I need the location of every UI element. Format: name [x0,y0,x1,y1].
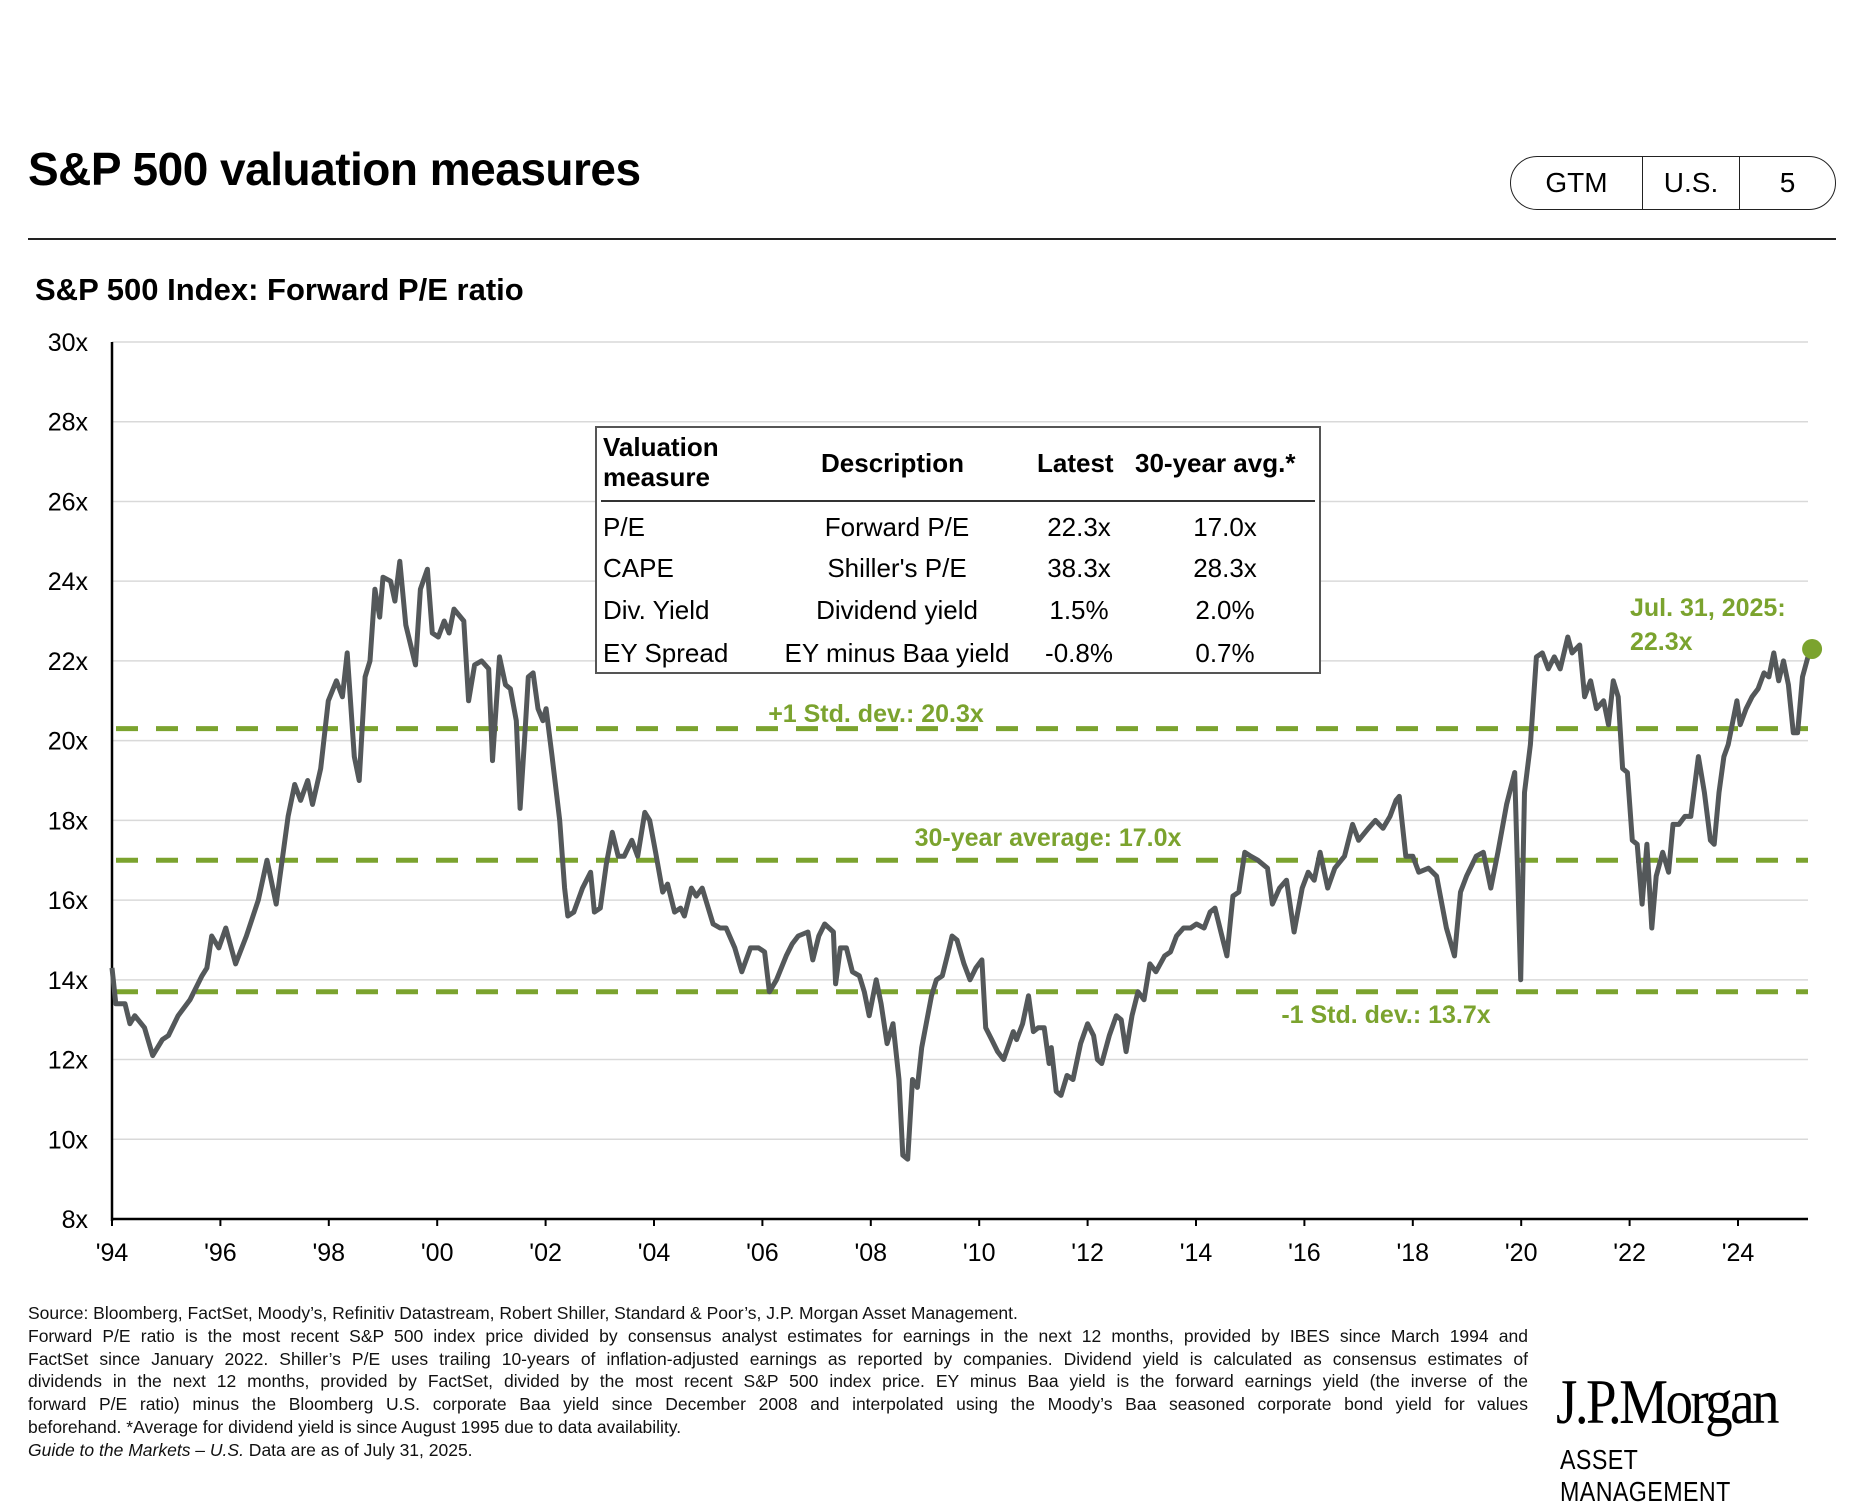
y-tick-label: 20x [48,728,89,756]
y-tick-label: 14x [48,967,89,995]
asset-management-logo-text: ASSET MANAGEMENT [1560,1444,1731,1507]
footnote-line: forward P/E ratio) minus the Bloomberg U… [28,1394,1528,1415]
header-measure: Valuation measure [603,432,719,492]
header-30yr-avg: 30-year avg.* [1135,448,1296,478]
source-note: Source: Bloomberg, FactSet, Moody’s, Ref… [28,1303,1018,1323]
x-tick-label: '10 [963,1239,996,1267]
as-of-note: Guide to the Markets – U.S. Data are as … [28,1439,1528,1462]
chart-title: S&P 500 Index: Forward P/E ratio [35,272,524,307]
table-cell-latest: 38.3x [1047,553,1111,583]
header-measure-line2: measure [603,462,710,492]
x-tick-label: '94 [96,1239,129,1267]
header-description: Description [821,448,965,478]
header-divider [28,238,1836,240]
x-tick-label: '04 [638,1239,671,1267]
x-tick-label: '14 [1180,1239,1213,1267]
x-tick-label: '98 [313,1239,346,1267]
table-cell-description: Shiller's P/E [827,553,967,583]
x-tick-label: '12 [1071,1239,1104,1267]
latest-label-value: 22.3x [1630,628,1693,656]
guide-title: Guide to the Markets – U.S. [28,1439,244,1460]
valuation-table: Valuation measure Description Latest 30-… [595,426,1321,674]
x-tick-label: '18 [1397,1239,1430,1267]
reference-line-label: +1 Std. dev.: 20.3x [768,700,984,728]
footnote-line: FactSet since January 2022. Shiller’s P/… [28,1348,1528,1369]
x-tick-label: '06 [746,1239,779,1267]
x-tick-label: '24 [1722,1239,1755,1267]
badge-page-number: 5 [1739,157,1835,209]
gtm-badge: GTM U.S. 5 [1510,156,1836,210]
footnote-line: dividends in the next 12 months, provide… [28,1371,1528,1392]
table-cell-measure: CAPE [603,553,674,583]
table-cell-avg: 28.3x [1193,553,1257,583]
table-cell-avg: 17.0x [1193,512,1257,542]
y-tick-label: 12x [48,1047,89,1075]
x-tick-label: '16 [1288,1239,1321,1267]
x-tick-label: '00 [421,1239,454,1267]
as-of-date: Data are as of July 31, 2025. [243,1439,473,1460]
table-cell-avg: 0.7% [1195,638,1255,668]
badge-gtm: GTM [1545,167,1608,198]
header-measure-line1: Valuation [603,432,719,462]
table-cell-latest: 22.3x [1047,512,1111,542]
y-tick-label: 24x [48,568,89,596]
reference-line-label: 30-year average: 17.0x [915,824,1182,852]
pe-ratio-line [109,558,1813,1162]
badge-region: U.S. [1642,157,1739,209]
y-tick-label: 18x [48,807,89,835]
table-cell-description: Forward P/E [824,512,970,542]
table-cell-description: EY minus Baa yield [784,638,1010,668]
footnote-line: Forward P/E ratio is the most recent S&P… [28,1325,1528,1346]
page-title: S&P 500 valuation measures [28,143,641,195]
pe-ratio-chart: 30x 28x 26x 24x 22x 20x 18x 16x 14x 12x 10x 8x'94 '9… [48,329,1823,1267]
header-latest: Latest [1037,448,1114,478]
y-tick-label: 10x [48,1126,89,1154]
x-tick-label: '08 [855,1239,888,1267]
y-tick-label: 30x [48,329,89,357]
y-tick-label: 22x [48,648,89,676]
y-tick-label: 26x [48,488,89,516]
table-cell-latest: -0.8% [1045,638,1113,668]
x-tick-label: '20 [1505,1239,1538,1267]
table-cell-measure: EY Spread [603,638,729,668]
latest-point-marker [1802,638,1823,659]
table-cell-latest: 1.5% [1049,595,1109,625]
table-cell-avg: 2.0% [1195,595,1255,625]
table-cell-measure: P/E [603,512,645,542]
y-tick-label: 16x [48,887,89,915]
y-tick-label: 28x [48,409,89,437]
x-tick-label: '22 [1613,1239,1646,1267]
footnotes: Source: Bloomberg, FactSet, Moody’s, Ref… [28,1302,1528,1462]
table-header-rule [601,500,1315,502]
jpmorgan-logo: J.P.Morgan [1556,1366,1779,1437]
x-tick-label: '02 [529,1239,562,1267]
x-tick-label: '96 [204,1239,237,1267]
reference-line-label: -1 Std. dev.: 13.7x [1281,1001,1490,1029]
table-cell-measure: Div. Yield [603,595,710,625]
latest-label-date: Jul. 31, 2025: [1630,594,1786,622]
y-tick-label: 8x [62,1206,89,1234]
footnote-line: beforehand. *Average for dividend yield … [28,1416,682,1437]
table-cell-description: Dividend yield [816,595,978,625]
